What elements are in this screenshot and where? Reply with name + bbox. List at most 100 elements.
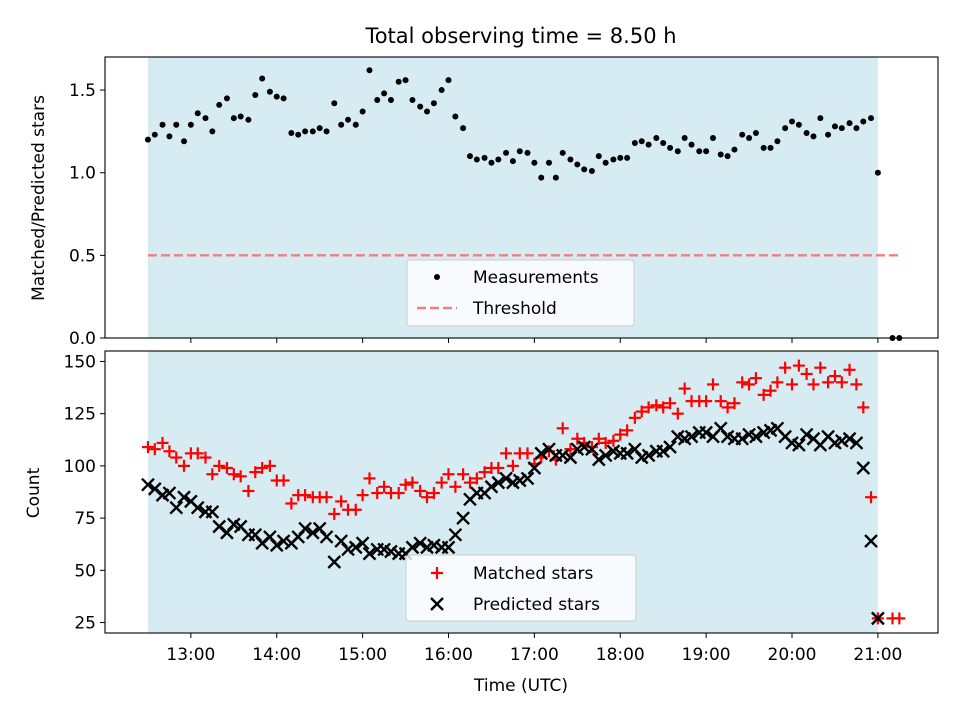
measurement-point [731,146,738,153]
matched-star-point [592,432,605,445]
y-tick-label: 1.0 [69,164,96,184]
predicted-star-point [341,542,355,557]
measurement-point [266,88,273,95]
measurement-point [574,161,581,168]
predicted-star-point [448,527,463,542]
measurement-point [810,133,817,140]
measurement-point [481,154,488,161]
measurement-point [230,115,237,122]
matched-star-point [564,443,577,456]
measurement-point [595,153,602,160]
measurement-point [717,151,724,158]
measurement-point [345,116,352,123]
measurement-point [868,115,875,122]
matched-star-point [406,476,419,489]
y-tick-label: 25 [74,614,96,634]
top-panel-frame [104,56,939,339]
matched-star-point [764,384,777,397]
legend-label-threshold: Threshold [472,299,557,319]
measurement-point [173,121,180,128]
predicted-star-point [169,500,184,515]
predicted-star-point [663,440,677,454]
measurement-point [602,159,609,166]
predicted-star-point [749,429,763,444]
x-tick-label: 14:00 [252,645,301,665]
matched-star-point [492,461,505,474]
matched-star-point [191,447,204,460]
legend-label-matched: Matched stars [473,564,593,584]
matched-star-point [664,397,677,410]
matched-star-point [657,401,670,414]
matched-star-point [822,376,835,389]
y-tick-label: 1.5 [69,81,96,101]
measurement-point [545,159,552,166]
predicted-star-point [620,446,634,461]
measurement-point [846,120,853,127]
measurement-point [452,113,459,120]
measurement-point [417,103,424,110]
matched-star-point [234,470,247,483]
measurement-point [782,125,789,132]
measurement-point [688,141,695,148]
measurement-point [295,131,302,138]
matched-star-point [556,422,569,435]
matched-star-point [800,367,813,380]
predicted-star-point [190,500,205,515]
matched-star-point [256,461,269,474]
predicted-star-point [864,534,878,548]
measurement-point [674,148,681,155]
bottom-panel-marks [141,359,906,626]
measurement-point [660,139,667,146]
matched-star-point [857,401,870,414]
matched-star-point [779,361,792,374]
predicted-star-point [355,536,370,551]
predicted-star-point [305,525,320,540]
measurement-point [653,134,660,141]
measurement-point [624,154,631,161]
matched-star-point [521,447,534,460]
matched-star-point [392,487,405,500]
legend-box [405,554,637,622]
predicted-star-point [799,427,814,442]
predicted-star-point [327,555,342,569]
predicted-star-point [348,540,363,555]
matched-star-point [335,495,348,508]
matched-star-point [628,411,641,424]
matched-star-point [442,468,455,481]
matched-star-point [843,363,856,376]
measurement-point [752,130,759,137]
predicted-star-point [413,536,428,551]
measurement-point [395,78,402,85]
matched-star-point [678,382,691,395]
matched-star-point [299,489,312,502]
measurement-point [488,159,495,166]
top-panel: 0.0 0.5 1.0 1.5 Matched/Predicted stars Mea… [29,56,939,349]
matched-star-point [427,487,440,500]
legend-box [406,259,635,327]
measurement-point [187,121,194,128]
predicted-star-point [162,486,177,500]
predicted-star-point [441,540,456,555]
measurement-point [567,156,574,163]
predicted-star-point [427,538,441,553]
legend-dot-marker [434,274,440,280]
predicted-star-point [319,530,334,544]
measurement-point [524,149,531,156]
measurement-point [503,149,510,156]
top-panel-legend: Measurements Threshold [406,259,635,327]
measurement-point [288,130,295,137]
matched-star-point [500,447,513,460]
measurement-point [538,174,545,181]
bottom-panel-legend: Matched stars Predicted stars [405,554,637,622]
matched-star-point [371,487,384,500]
x-tick-label: 20:00 [768,645,817,665]
x-tick-label: 16:00 [424,645,473,665]
measurement-point [767,144,774,151]
top-panel-ticks: 0.0 0.5 1.0 1.5 [69,81,879,349]
measurement-point [724,153,731,160]
matched-star-point [599,436,612,449]
matched-star-point [435,476,448,489]
predicted-star-point [269,538,284,553]
